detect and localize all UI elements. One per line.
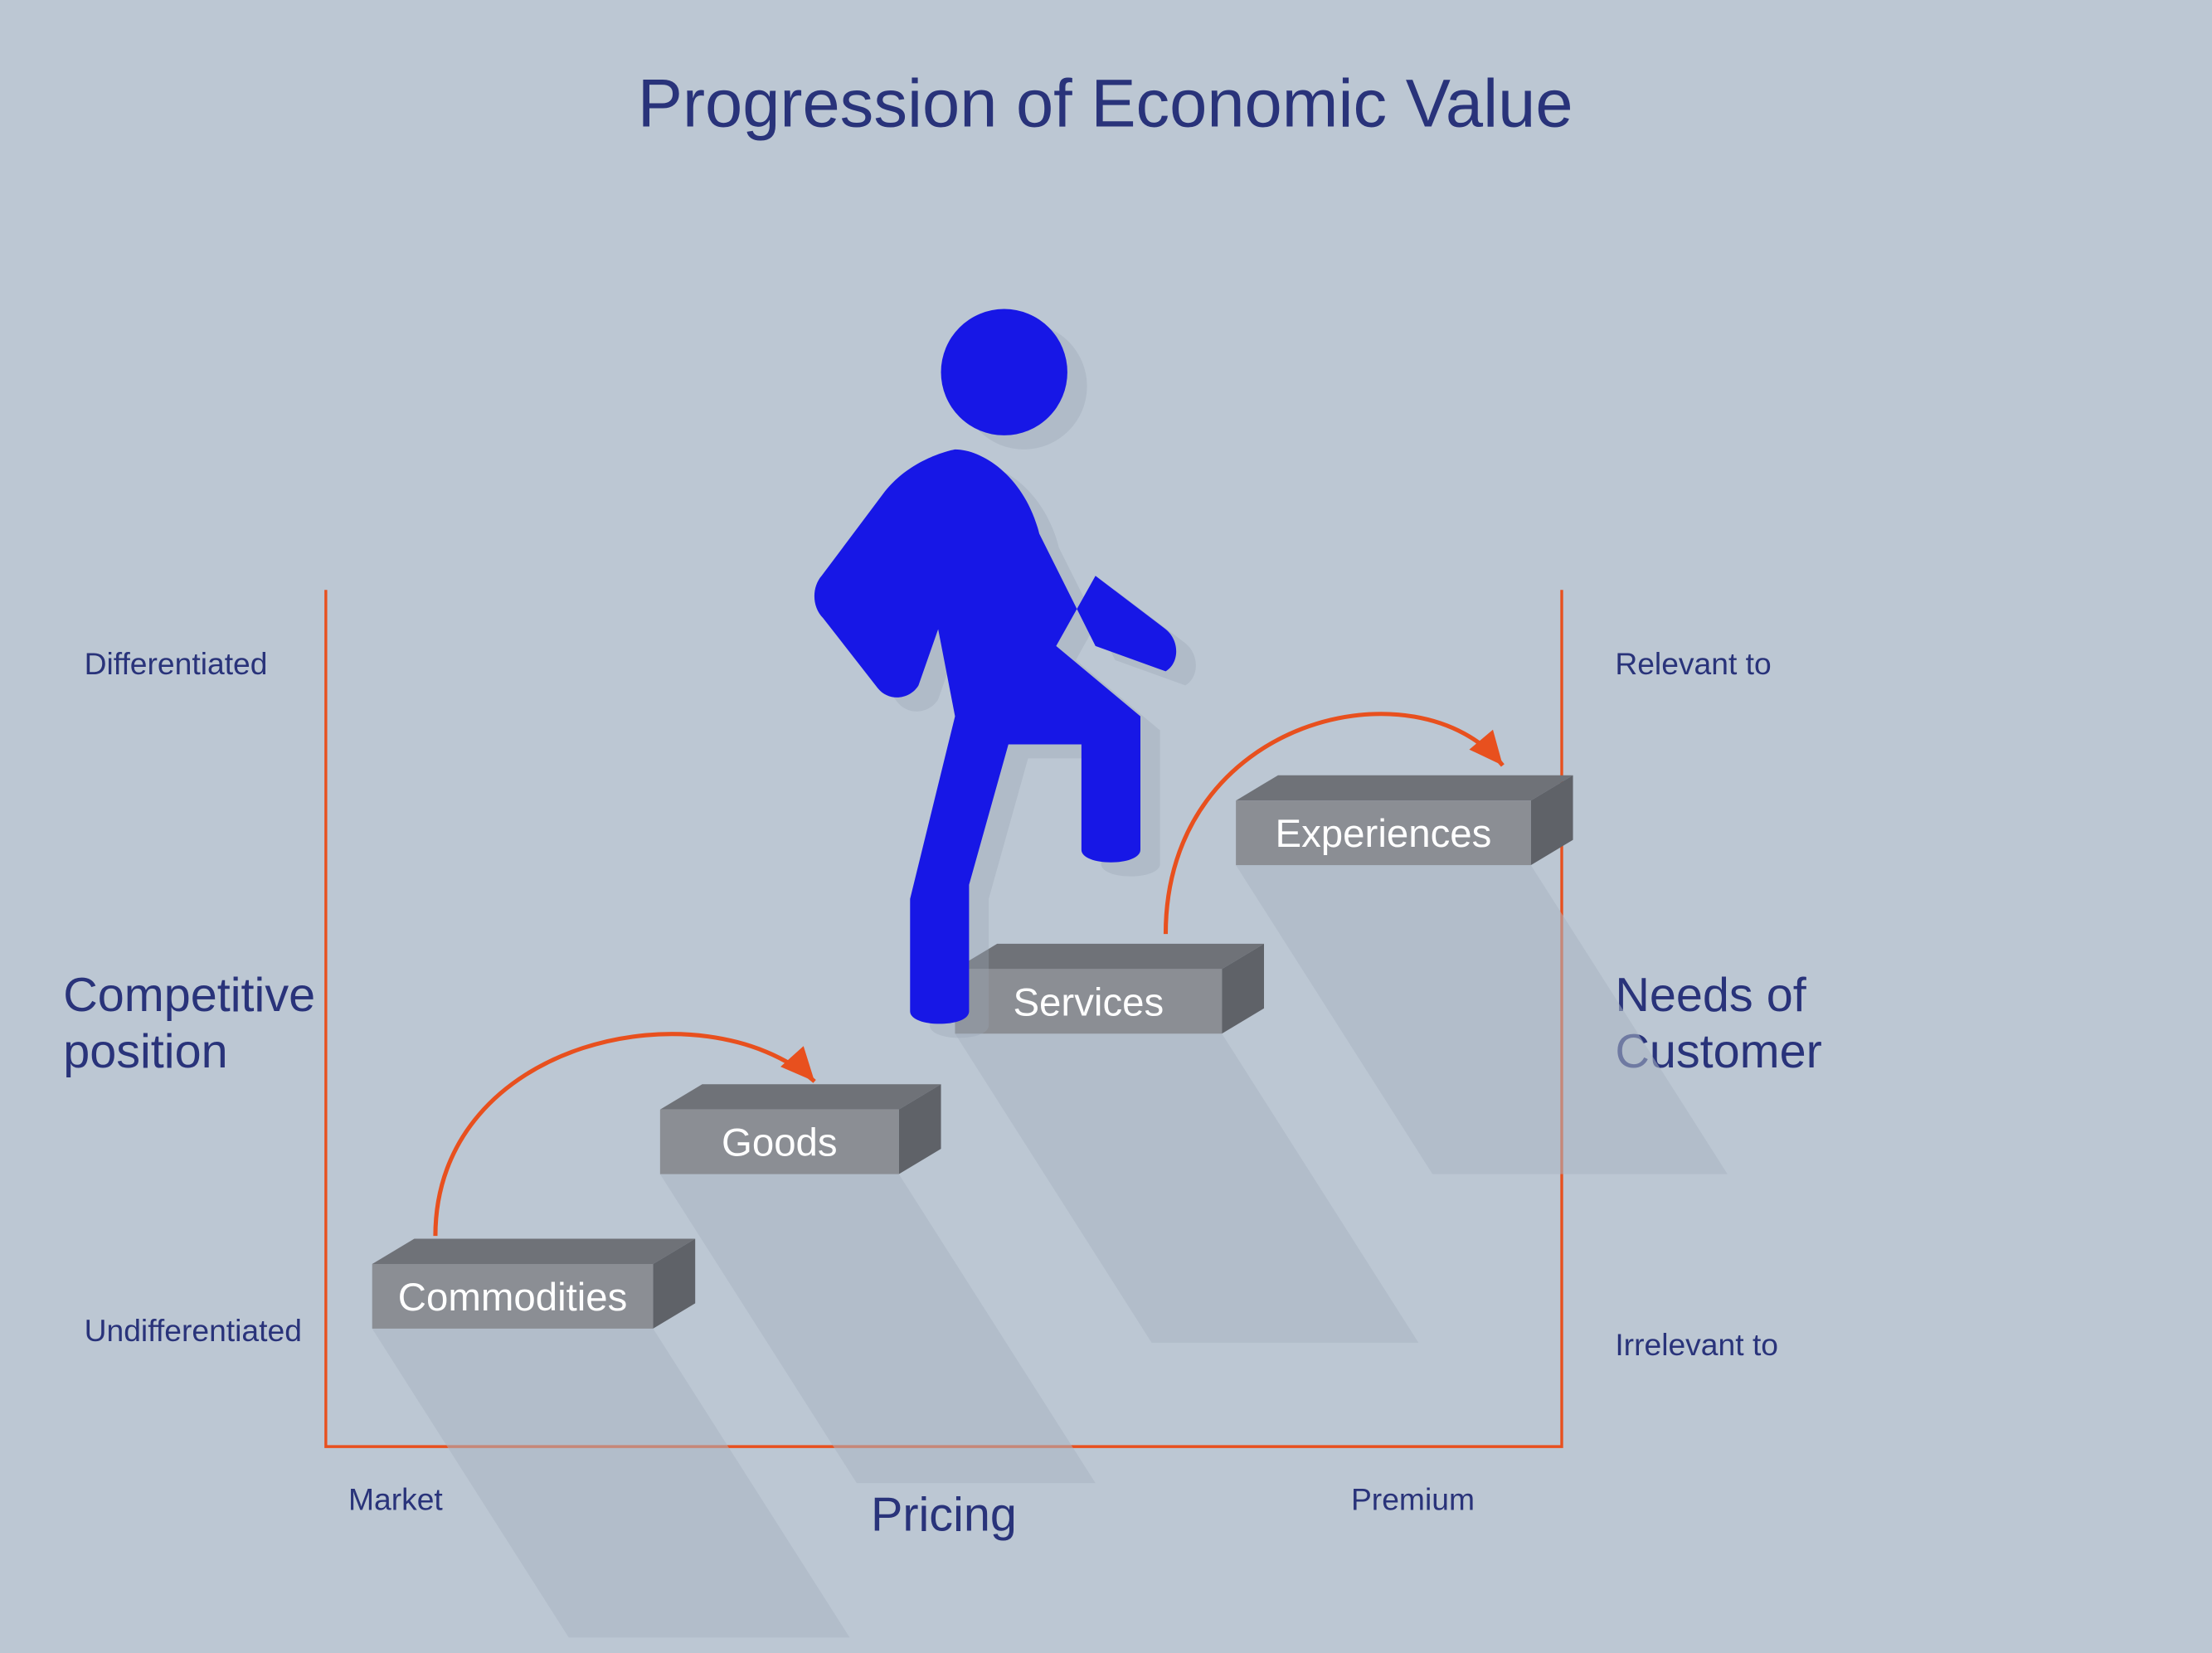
- left-axis-title-line1: Competitive: [63, 969, 315, 1022]
- step-label: Experiences: [1275, 812, 1491, 856]
- step-block: Goods: [660, 1084, 941, 1174]
- left-axis-bottom-tick: Undifferentiated: [85, 1313, 302, 1348]
- bottom-axis-title: Pricing: [871, 1489, 1017, 1542]
- step-block: Commodities: [372, 1239, 695, 1329]
- left-axis-title-line2: position: [63, 1025, 227, 1078]
- right-axis-bottom-tick: Irrelevant to: [1615, 1327, 1778, 1362]
- step-label: Goods: [722, 1121, 838, 1165]
- step-block: Experiences: [1236, 775, 1573, 865]
- bottom-axis-right-tick: Premium: [1351, 1481, 1475, 1516]
- left-axis-top-tick: Differentiated: [85, 646, 268, 681]
- step-label: Commodities: [398, 1276, 628, 1320]
- chart-title: Progression of Economic Value: [638, 66, 1573, 141]
- right-axis-top-tick: Relevant to: [1615, 646, 1771, 681]
- step-label: Services: [1013, 980, 1164, 1024]
- bottom-axis-left-tick: Market: [348, 1481, 443, 1516]
- step-block: Services: [955, 944, 1264, 1033]
- diagram-canvas: Progression of Economic Value Differenti…: [0, 0, 2212, 1653]
- right-axis-title-line1: Needs of: [1615, 969, 1806, 1022]
